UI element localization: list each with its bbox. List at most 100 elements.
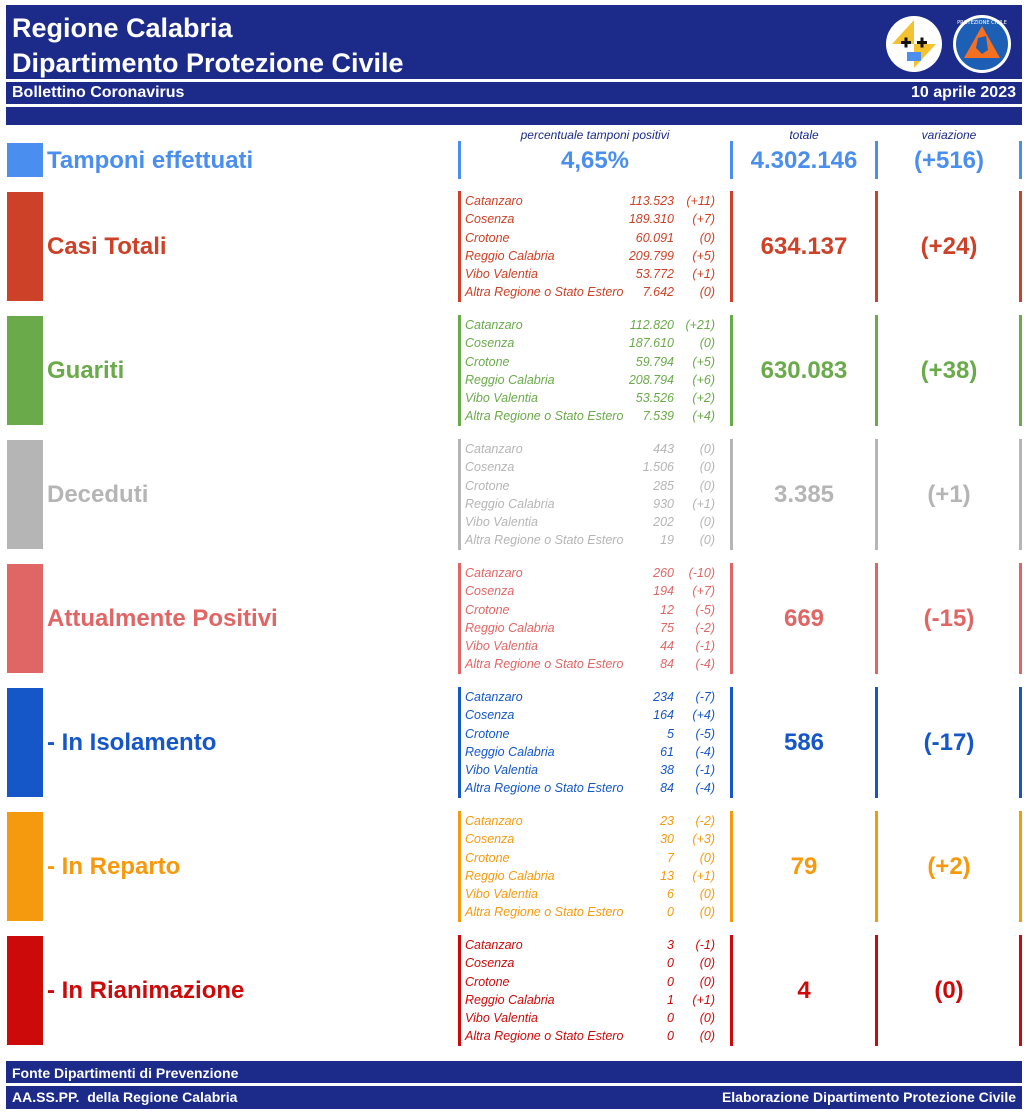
province-row: Altra Regione o Stato Estero 7.539 (+4) [465, 407, 730, 425]
province-value: 930 [653, 496, 674, 511]
province-name: Cosenza [465, 708, 515, 723]
section-variation: (+24) [920, 232, 978, 260]
section-label: - In Rianimazione [47, 976, 245, 1004]
province-value: 208.794 [628, 372, 674, 387]
regione-calabria-crest-icon [886, 16, 942, 72]
province-value: 7.539 [642, 409, 674, 424]
province-row: Crotone 59.794 (+5) [465, 353, 730, 371]
province-variation: (+11) [686, 194, 715, 208]
province-value: 84 [660, 657, 674, 672]
province-row: Catanzaro 260 (-10) [465, 564, 730, 582]
section-divider [875, 935, 878, 1046]
province-value: 194 [653, 584, 674, 599]
section-divider [730, 439, 733, 550]
province-name: Cosenza [465, 584, 515, 599]
province-row: Catanzaro 23 (-2) [465, 812, 730, 830]
province-row: Crotone 0 (0) [465, 973, 730, 991]
section-color-swatch [7, 440, 43, 549]
province-row: Reggio Calabria 1 (+1) [465, 991, 730, 1009]
section-divider [1019, 687, 1022, 798]
province-name: Altra Regione o Stato Estero [465, 781, 624, 796]
province-variation: (0) [699, 478, 715, 493]
province-name: Crotone [465, 354, 510, 369]
province-name: Vibo Valentia [465, 639, 538, 654]
province-variation: (+4) [692, 708, 715, 723]
province-value: 113.523 [629, 194, 674, 208]
header-divider-lower [6, 104, 1022, 107]
province-name: Crotone [465, 726, 510, 741]
province-variation: (+1) [692, 267, 715, 282]
section-color-swatch [7, 192, 43, 301]
province-name: Vibo Valentia [465, 1011, 538, 1026]
section-divider [730, 563, 733, 674]
province-row: Vibo Valentia 44 (-1) [465, 637, 730, 655]
province-row: Cosenza 30 (+3) [465, 830, 730, 848]
province-row: Cosenza 164 (+4) [465, 706, 730, 724]
province-name: Cosenza [465, 212, 515, 227]
province-variation: (-5) [695, 602, 715, 617]
section-color-swatch [7, 688, 43, 797]
section-row: Attualmente Positivi Catanzaro 260 (-10) Cos… [0, 563, 1024, 674]
province-value: 59.794 [635, 354, 674, 369]
province-name: Catanzaro [465, 938, 523, 952]
section-color-swatch [7, 564, 43, 673]
province-variation: (-4) [695, 657, 715, 672]
province-row: Crotone 7 (0) [465, 849, 730, 867]
section-divider [875, 563, 878, 674]
province-name: Catanzaro [465, 194, 523, 208]
section-variation: (+2) [927, 852, 971, 880]
section-variation: (-15) [923, 604, 975, 632]
province-row: Catanzaro 443 (0) [465, 440, 730, 458]
province-variation: (+2) [692, 391, 715, 406]
section-divider [458, 687, 461, 798]
tamponi-divider-mid [730, 141, 733, 179]
province-row: Reggio Calabria 13 (+1) [465, 867, 730, 885]
province-name: Crotone [465, 230, 510, 245]
tamponi-percent: 4,65% [560, 147, 630, 174]
province-row: Vibo Valentia 53.526 (+2) [465, 389, 730, 407]
province-value: 44 [660, 639, 674, 654]
province-value: 84 [660, 781, 674, 796]
province-variation: (-10) [688, 566, 715, 580]
province-name: Reggio Calabria [465, 496, 555, 511]
province-value: 53.772 [635, 267, 674, 282]
province-name: Catanzaro [465, 690, 523, 704]
province-value: 1.506 [642, 460, 674, 475]
province-value: 285 [653, 478, 674, 493]
province-variation: (0) [699, 1011, 715, 1026]
province-variation: (+1) [692, 496, 715, 511]
province-row: Vibo Valentia 202 (0) [465, 513, 730, 531]
section-label: Deceduti [47, 480, 149, 508]
tamponi-label: Tamponi effettuati [47, 147, 254, 174]
section-row: Guariti Catanzaro 112.820 (+21) Cosenza 187.6… [0, 315, 1024, 426]
province-name: Cosenza [465, 460, 515, 475]
section-color-swatch [7, 316, 43, 425]
province-value: 187.610 [628, 336, 674, 351]
province-variation: (0) [699, 1029, 715, 1044]
province-list: Catanzaro 3 (-1) Cosenza 0 (0) Crotone 0 (0) Regg… [465, 936, 730, 1046]
section-label: - In Isolamento [47, 728, 217, 756]
section-divider [458, 315, 461, 426]
province-value: 234 [653, 690, 674, 704]
tamponi-variation: (+516) [913, 147, 985, 174]
province-value: 12 [660, 602, 674, 617]
section-divider [730, 935, 733, 1046]
province-value: 53.526 [635, 391, 674, 406]
province-name: Vibo Valentia [465, 391, 538, 406]
section-divider [730, 811, 733, 922]
header-banner: Regione Calabria Dipartimento Protezione… [6, 5, 1022, 125]
section-color-swatch [7, 936, 43, 1045]
section-label: Casi Totali [47, 232, 167, 260]
section-variation: (+38) [920, 356, 978, 384]
province-value: 443 [653, 442, 674, 456]
province-variation: (0) [699, 533, 715, 548]
province-value: 7 [667, 850, 674, 865]
province-name: Vibo Valentia [465, 887, 538, 902]
province-variation: (-1) [695, 763, 715, 778]
province-variation: (0) [699, 850, 715, 865]
province-name: Cosenza [465, 336, 515, 351]
province-name: Reggio Calabria [465, 620, 555, 635]
province-name: Altra Regione o Stato Estero [465, 409, 624, 424]
section-row: - In Reparto Catanzaro 23 (-2) Cosenza 30 (+3)… [0, 811, 1024, 922]
province-value: 260 [653, 566, 674, 580]
